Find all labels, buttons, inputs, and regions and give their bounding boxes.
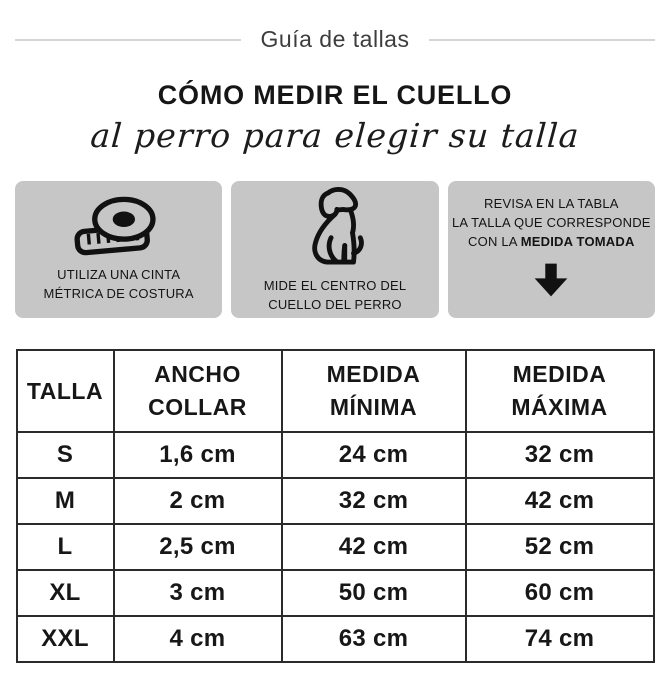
cell-minima: 32 cm: [280, 477, 467, 525]
table-row-xl: XL 3 cm 50 cm 60 cm: [15, 569, 655, 617]
arrow-down-icon: [534, 263, 568, 297]
step-check-table: REVISA EN LA TABLA LA TALLA QUE CORRESPO…: [447, 181, 655, 318]
cell-minima: 50 cm: [280, 569, 467, 617]
step-measuring-tape: UTILIZA UNA CINTA MÉTRICA DE COSTURA: [15, 181, 223, 318]
col-header-text: MEDIDA: [512, 361, 607, 387]
cell-ancho: 3 cm: [112, 569, 283, 617]
step-caption: UTILIZA UNA CINTA MÉTRICA DE COSTURA: [44, 266, 194, 304]
cell-minima: 63 cm: [280, 615, 467, 663]
table-row-l: L 2,5 cm 42 cm 52 cm: [15, 523, 655, 571]
table-row-m: M 2 cm 32 cm 42 cm: [15, 477, 655, 525]
arrow-wrap: [533, 261, 569, 304]
step-caption: MIDE EL CENTRO DEL CUELLO DEL PERRO: [264, 277, 407, 315]
step-caption-line: UTILIZA UNA CINTA: [57, 267, 181, 283]
col-header-ancho-collar: ANCHO COLLAR: [112, 349, 283, 433]
step-dog-neck: MIDE EL CENTRO DEL CUELLO DEL PERRO: [231, 181, 439, 318]
table-row-xxl: XXL 4 cm 63 cm 74 cm: [15, 615, 655, 663]
col-header-medida-minima: MEDIDA MÍNIMA: [280, 349, 467, 433]
col-header-talla: TALLA: [15, 349, 115, 433]
step-caption-line: MIDE EL CENTRO DEL: [263, 278, 407, 294]
step-caption-segment: CON LA: [468, 233, 517, 249]
header-rule-left: [15, 38, 241, 41]
page-title: CÓMO MEDIR EL CUELLO: [157, 80, 513, 110]
cell-talla: XXL: [15, 615, 115, 663]
col-header-text: MÁXIMA: [511, 394, 608, 420]
step-caption-line: CUELLO DEL PERRO: [268, 297, 402, 312]
col-header-text: ANCHO: [154, 361, 241, 387]
cell-ancho: 4 cm: [112, 615, 283, 663]
step-caption-line: MÉTRICA DE COSTURA: [43, 286, 194, 301]
cell-ancho: 2 cm: [112, 477, 283, 525]
step-caption-line: LA TALLA QUE CORRESPONDE: [451, 215, 651, 231]
table-row-s: S 1,6 cm 24 cm 32 cm: [15, 431, 655, 479]
measuring-tape-icon: [74, 196, 156, 256]
cell-talla: XL: [15, 569, 115, 617]
cell-maxima: 74 cm: [464, 615, 655, 663]
guide-header-label: Guía de tallas: [260, 26, 410, 52]
cell-maxima: 60 cm: [464, 569, 655, 617]
size-table-header-row: TALLA ANCHO COLLAR MEDIDA MÍNIMA MEDIDA MÁX…: [15, 349, 655, 433]
step-caption: REVISA EN LA TABLA LA TALLA QUE CORRESPO…: [452, 195, 651, 252]
col-header-text: MEDIDA: [326, 361, 421, 387]
size-table: TALLA ANCHO COLLAR MEDIDA MÍNIMA MEDIDA MÁX…: [15, 349, 655, 663]
cell-ancho: 2,5 cm: [112, 523, 283, 571]
col-header-text: TALLA: [26, 377, 104, 404]
step-caption-line: CON LA MEDIDA TOMADA: [452, 233, 651, 252]
col-header-text: COLLAR: [148, 394, 247, 420]
col-header-text: MÍNIMA: [329, 394, 418, 420]
cell-maxima: 52 cm: [464, 523, 655, 571]
guide-header: Guía de tallas: [0, 26, 670, 53]
cell-minima: 42 cm: [280, 523, 467, 571]
cell-maxima: 32 cm: [464, 431, 655, 479]
step-caption-bold-segment: MEDIDA TOMADA: [520, 233, 635, 249]
steps-row: UTILIZA UNA CINTA MÉTRICA DE COSTURA: [0, 181, 670, 318]
cell-ancho: 1,6 cm: [112, 431, 283, 479]
dog-icon: [312, 187, 364, 265]
cell-talla: L: [15, 523, 115, 571]
cell-minima: 24 cm: [280, 431, 467, 479]
cell-talla: M: [15, 477, 115, 525]
cell-talla: S: [15, 431, 115, 479]
col-header-medida-maxima: MEDIDA MÁXIMA: [464, 349, 655, 433]
subtitle-script: al perro para elegir su talla: [89, 116, 581, 155]
cell-maxima: 42 cm: [464, 477, 655, 525]
header-rule-right: [429, 38, 656, 41]
step-caption-line: REVISA EN LA TABLA: [484, 196, 619, 212]
